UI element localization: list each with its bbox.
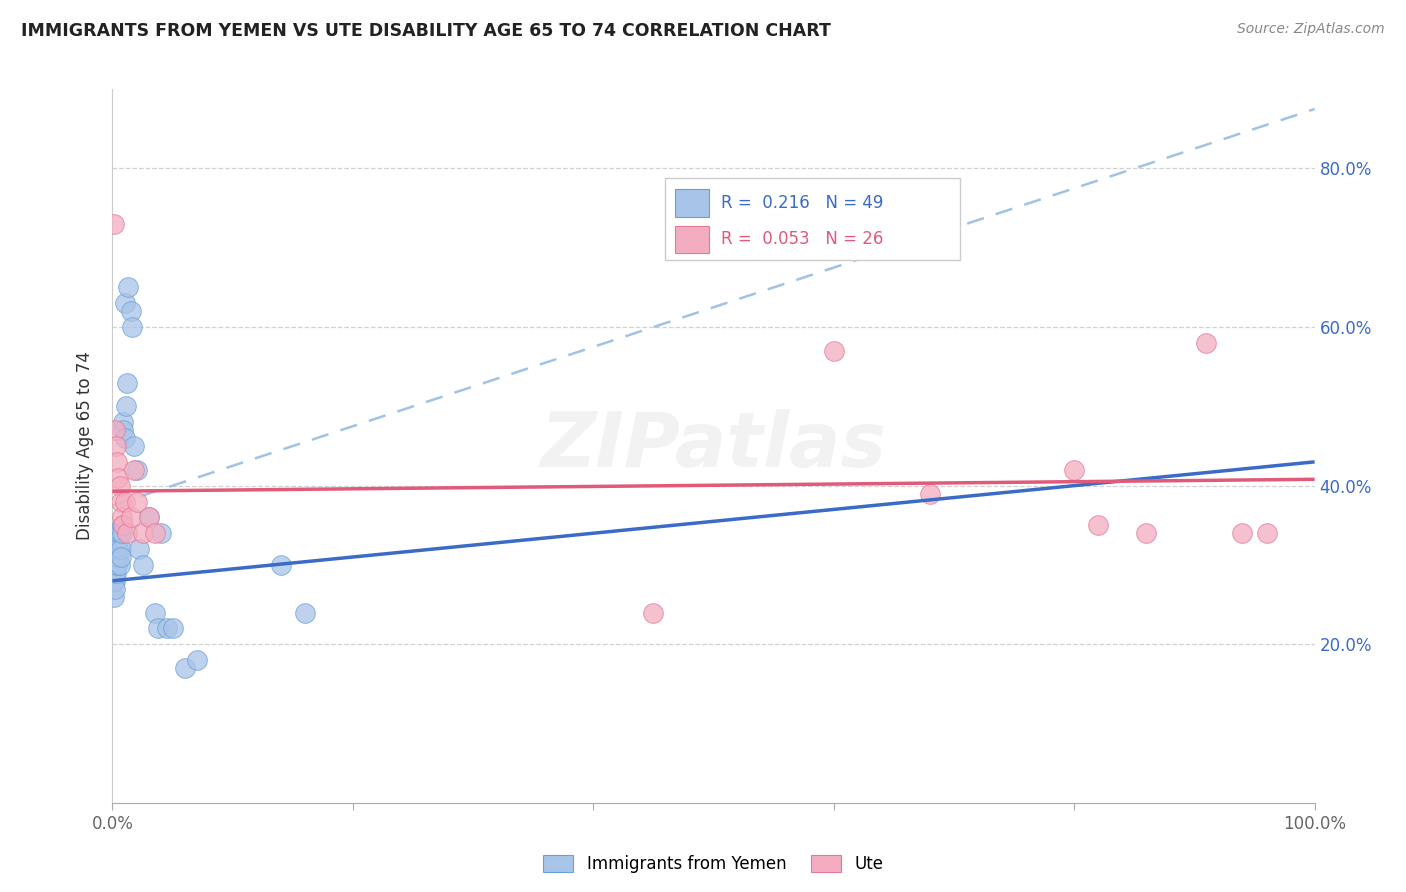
Point: [110, 549, 132, 564]
Point: [120, 510, 142, 524]
Legend: Immigrants from Yemen, Ute: Immigrants from Yemen, Ute: [537, 848, 890, 880]
Point: [105, 455, 128, 469]
Point: [105, 558, 128, 572]
Point: [114, 494, 136, 508]
Point: [643, 606, 665, 620]
Point: [1087, 518, 1109, 533]
Point: [131, 526, 153, 541]
Point: [107, 534, 129, 549]
Point: [105, 439, 128, 453]
FancyBboxPatch shape: [665, 178, 960, 260]
Point: [110, 542, 132, 557]
Point: [107, 471, 129, 485]
Point: [105, 542, 128, 557]
Point: [111, 526, 134, 541]
Point: [1063, 463, 1085, 477]
Point: [1256, 526, 1278, 541]
Point: [117, 280, 139, 294]
Point: [128, 542, 150, 557]
Y-axis label: Disability Age 65 to 74: Disability Age 65 to 74: [76, 351, 94, 541]
Point: [138, 510, 160, 524]
Point: [103, 574, 125, 588]
Text: R =  0.216   N = 49: R = 0.216 N = 49: [721, 194, 883, 212]
Point: [131, 558, 153, 572]
Text: IMMIGRANTS FROM YEMEN VS UTE DISABILITY AGE 65 TO 74 CORRELATION CHART: IMMIGRANTS FROM YEMEN VS UTE DISABILITY …: [21, 22, 831, 40]
Point: [104, 549, 127, 564]
Point: [105, 566, 128, 580]
Point: [110, 494, 132, 508]
Point: [105, 534, 128, 549]
Point: [103, 590, 125, 604]
Point: [121, 320, 143, 334]
Point: [111, 510, 134, 524]
Point: [115, 526, 138, 541]
Point: [1135, 526, 1157, 541]
Point: [103, 217, 125, 231]
Point: [114, 431, 136, 445]
Point: [186, 653, 208, 667]
Point: [120, 304, 142, 318]
Text: R =  0.053   N = 26: R = 0.053 N = 26: [721, 230, 883, 248]
Point: [107, 542, 129, 557]
Point: [111, 518, 134, 533]
Point: [149, 526, 172, 541]
Point: [114, 400, 136, 414]
FancyBboxPatch shape: [675, 189, 709, 217]
Point: [105, 558, 128, 572]
Point: [115, 376, 138, 390]
Text: Source: ZipAtlas.com: Source: ZipAtlas.com: [1237, 22, 1385, 37]
Point: [112, 518, 135, 533]
Point: [270, 558, 292, 572]
Point: [138, 510, 160, 524]
Point: [143, 606, 166, 620]
Point: [104, 558, 127, 572]
Point: [1232, 526, 1254, 541]
Point: [122, 439, 145, 453]
Point: [155, 621, 177, 635]
Point: [122, 463, 145, 477]
Point: [103, 542, 125, 557]
Point: [108, 526, 131, 541]
Point: [103, 526, 125, 541]
Point: [918, 486, 941, 500]
Point: [104, 582, 127, 596]
FancyBboxPatch shape: [675, 226, 709, 252]
Point: [114, 296, 136, 310]
Point: [104, 423, 127, 437]
Point: [146, 621, 169, 635]
Text: ZIPatlas: ZIPatlas: [540, 409, 887, 483]
Point: [103, 558, 125, 572]
Point: [105, 549, 128, 564]
Point: [108, 558, 131, 572]
Point: [162, 621, 184, 635]
Point: [108, 478, 131, 492]
Point: [143, 526, 166, 541]
Point: [112, 415, 135, 429]
Point: [125, 494, 148, 508]
Point: [125, 463, 148, 477]
Point: [105, 549, 128, 564]
Point: [823, 343, 845, 358]
Point: [1195, 335, 1218, 350]
Point: [173, 661, 195, 675]
Point: [112, 423, 135, 437]
Point: [104, 566, 127, 580]
Point: [107, 549, 129, 564]
Point: [294, 606, 316, 620]
Point: [104, 574, 127, 588]
